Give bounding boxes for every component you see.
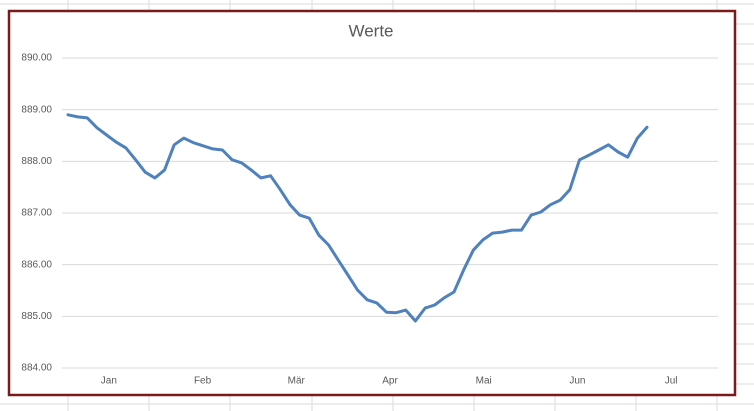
y-tick-label: 886.00 — [21, 259, 52, 270]
plot-area: 884.00 885.00 886.00 887.00 888.00 889.00 890.… — [21, 53, 718, 387]
chart-title: Werte — [348, 21, 393, 40]
x-tick-label: Feb — [194, 376, 212, 387]
y-tick-label: 885.00 — [21, 311, 52, 322]
x-tick-label: Apr — [382, 376, 398, 387]
chart-frame — [7, 9, 737, 397]
y-tick-label: 888.00 — [21, 156, 52, 167]
x-tick-label: Jan — [101, 376, 117, 387]
x-tick-label: Mär — [288, 376, 306, 387]
y-tick-label: 884.00 — [21, 363, 52, 374]
y-tick-label: 887.00 — [21, 208, 52, 219]
y-tick-label: 890.00 — [21, 53, 52, 64]
x-tick-label: Jun — [569, 376, 585, 387]
x-tick-label: Jul — [665, 376, 678, 387]
y-tick-label: 889.00 — [21, 104, 52, 115]
data-line — [66, 113, 649, 323]
x-tick-label: Mai — [476, 376, 492, 387]
